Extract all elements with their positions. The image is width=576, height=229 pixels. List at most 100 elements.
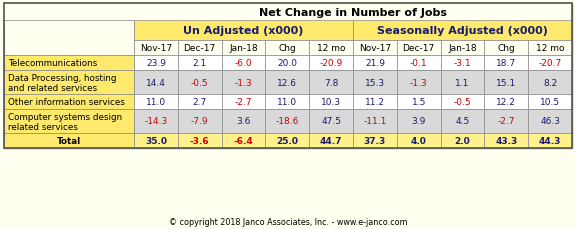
Bar — [441, 95, 484, 109]
Text: 12 mo: 12 mo — [317, 44, 346, 53]
Bar — [484, 95, 528, 109]
Text: and related services: and related services — [8, 83, 97, 92]
Bar — [528, 71, 572, 95]
Text: 14.4: 14.4 — [146, 78, 166, 87]
Text: Total: Total — [57, 136, 81, 145]
Text: -3.1: -3.1 — [454, 59, 471, 68]
Bar — [353, 109, 397, 134]
Text: 44.7: 44.7 — [320, 136, 342, 145]
Bar — [484, 41, 528, 56]
Text: 3.9: 3.9 — [411, 117, 426, 126]
Bar — [4, 4, 134, 21]
Text: -1.3: -1.3 — [410, 78, 427, 87]
Bar — [309, 71, 353, 95]
Text: -3.6: -3.6 — [190, 136, 210, 145]
Text: 1.5: 1.5 — [411, 98, 426, 106]
Text: Computer systems design: Computer systems design — [8, 113, 122, 122]
Text: -0.5: -0.5 — [191, 78, 209, 87]
Bar — [528, 109, 572, 134]
Text: 4.0: 4.0 — [411, 136, 427, 145]
Bar — [309, 41, 353, 56]
Bar — [528, 56, 572, 71]
Text: 10.3: 10.3 — [321, 98, 341, 106]
Text: 4.5: 4.5 — [456, 117, 469, 126]
Bar — [309, 134, 353, 148]
Text: -7.9: -7.9 — [191, 117, 209, 126]
Bar — [528, 134, 572, 148]
Text: 7.8: 7.8 — [324, 78, 338, 87]
Text: -0.5: -0.5 — [454, 98, 471, 106]
Bar — [397, 109, 441, 134]
Bar — [484, 109, 528, 134]
Bar — [266, 56, 309, 71]
Text: Dec-17: Dec-17 — [184, 44, 216, 53]
Bar — [309, 109, 353, 134]
Text: Un Adjusted (x000): Un Adjusted (x000) — [183, 26, 304, 36]
Text: 2.0: 2.0 — [454, 136, 471, 145]
Text: -20.7: -20.7 — [539, 59, 562, 68]
Bar — [4, 71, 134, 95]
Bar — [134, 109, 178, 134]
Bar — [266, 71, 309, 95]
Bar — [178, 95, 222, 109]
Text: Data Processing, hosting: Data Processing, hosting — [8, 74, 116, 83]
Text: 3.6: 3.6 — [236, 117, 251, 126]
Bar — [134, 134, 178, 148]
Text: 47.5: 47.5 — [321, 117, 341, 126]
Bar — [441, 134, 484, 148]
Bar — [222, 41, 266, 56]
Text: -18.6: -18.6 — [275, 117, 299, 126]
Text: 11.0: 11.0 — [277, 98, 297, 106]
Text: -2.7: -2.7 — [498, 117, 515, 126]
Text: -11.1: -11.1 — [363, 117, 386, 126]
Bar — [4, 134, 134, 148]
Text: 2.1: 2.1 — [192, 59, 207, 68]
Bar — [397, 71, 441, 95]
Bar — [441, 41, 484, 56]
Text: 20.0: 20.0 — [277, 59, 297, 68]
Text: 18.7: 18.7 — [497, 59, 516, 68]
Text: 11.2: 11.2 — [365, 98, 385, 106]
Text: 46.3: 46.3 — [540, 117, 560, 126]
Bar — [528, 41, 572, 56]
Bar — [353, 134, 397, 148]
Text: Nov-17: Nov-17 — [359, 44, 391, 53]
Text: 12.6: 12.6 — [277, 78, 297, 87]
Text: 21.9: 21.9 — [365, 59, 385, 68]
Bar — [4, 4, 572, 148]
Bar — [353, 95, 397, 109]
Text: Seasonally Adjusted (x000): Seasonally Adjusted (x000) — [377, 26, 548, 36]
Text: Chg: Chg — [498, 44, 515, 53]
Bar — [353, 71, 397, 95]
Text: 11.0: 11.0 — [146, 98, 166, 106]
Bar — [178, 41, 222, 56]
Bar — [178, 56, 222, 71]
Text: -6.0: -6.0 — [234, 59, 252, 68]
Bar — [309, 56, 353, 71]
Text: 44.3: 44.3 — [539, 136, 561, 145]
Text: -14.3: -14.3 — [144, 117, 168, 126]
Text: Net Change in Number of Jobs: Net Change in Number of Jobs — [259, 8, 447, 17]
Bar — [397, 134, 441, 148]
Bar — [397, 56, 441, 71]
Text: Telecommunications: Telecommunications — [8, 59, 97, 68]
Text: 10.5: 10.5 — [540, 98, 560, 106]
Text: 25.0: 25.0 — [276, 136, 298, 145]
Bar — [266, 109, 309, 134]
Bar — [134, 4, 572, 21]
Bar — [397, 41, 441, 56]
Text: 2.7: 2.7 — [192, 98, 207, 106]
Bar — [353, 41, 397, 56]
Text: Dec-17: Dec-17 — [403, 44, 435, 53]
Bar — [266, 95, 309, 109]
Text: Chg: Chg — [278, 44, 296, 53]
Bar — [134, 71, 178, 95]
Bar — [222, 56, 266, 71]
Bar — [266, 41, 309, 56]
Bar — [353, 21, 572, 41]
Bar — [178, 109, 222, 134]
Bar — [4, 95, 134, 109]
Text: -2.7: -2.7 — [235, 98, 252, 106]
Bar — [134, 56, 178, 71]
Bar — [134, 21, 353, 41]
